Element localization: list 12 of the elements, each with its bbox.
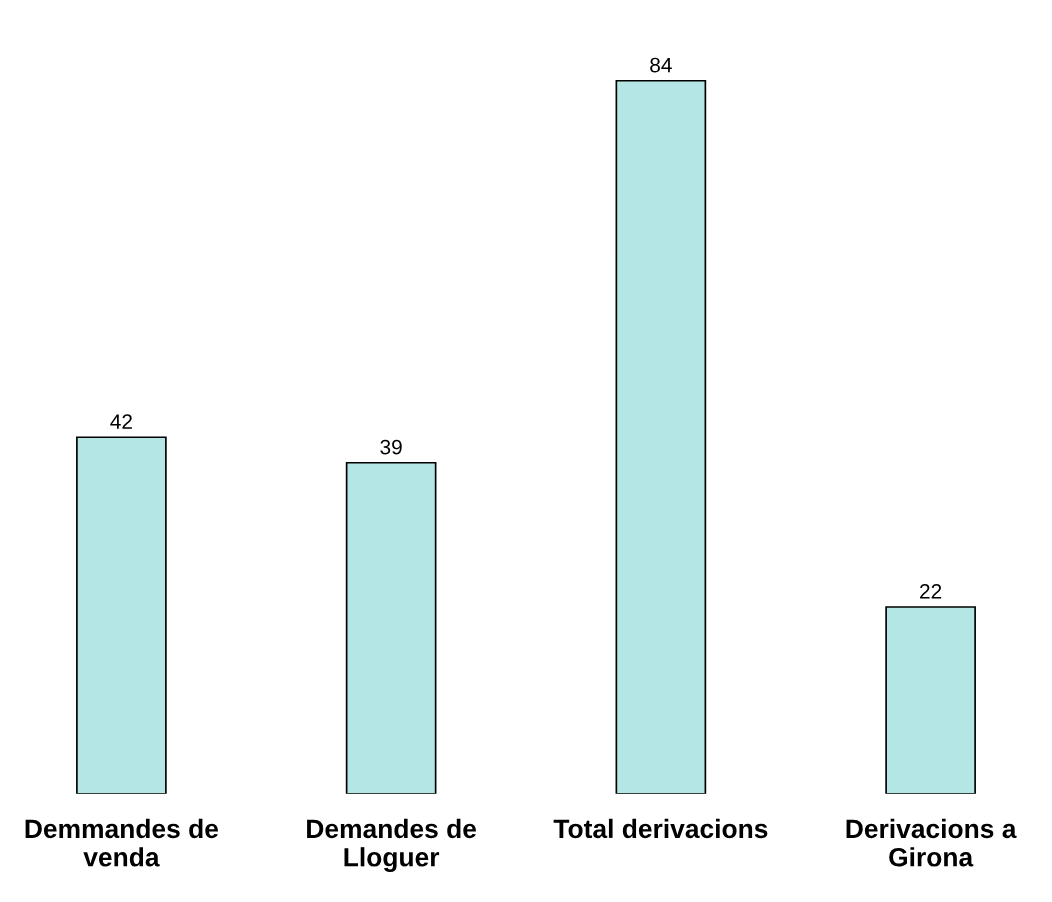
data-label: 22	[920, 583, 942, 599]
data-label: 42	[110, 414, 132, 429]
x-tick-label: Demandes de Lloguer	[307, 818, 477, 872]
data-label: 39	[380, 439, 402, 455]
x-tick-label: Derivacions a Girona	[846, 818, 1017, 867]
data-label: 84	[650, 57, 672, 73]
bar	[76, 436, 167, 794]
x-tick-label: Total derivacions	[553, 818, 768, 839]
bar	[345, 461, 437, 794]
x-tick-label: Demmandes de venda	[25, 818, 219, 867]
bar	[885, 606, 976, 794]
bar	[615, 79, 707, 794]
